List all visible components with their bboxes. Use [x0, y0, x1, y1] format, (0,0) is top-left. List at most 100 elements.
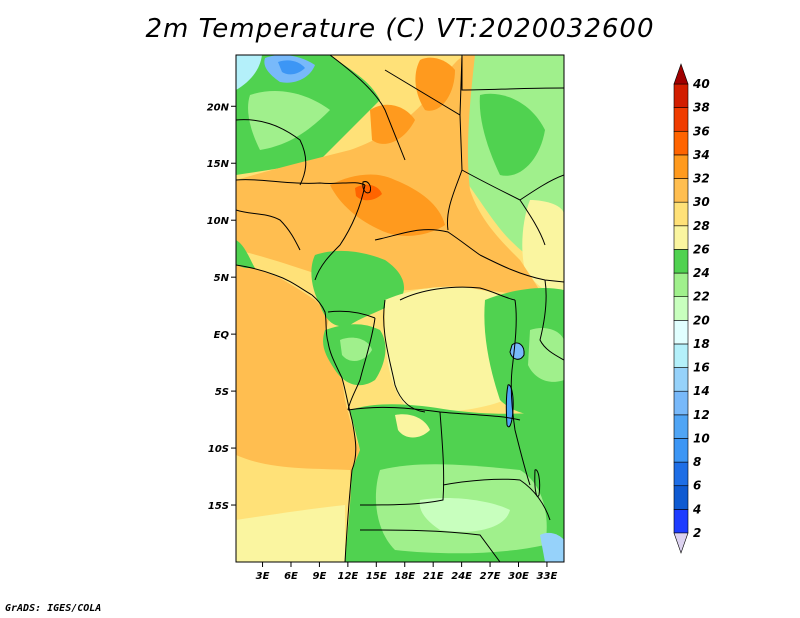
colorbar-label: 4 [692, 502, 701, 516]
lat-label: 15N [207, 159, 230, 170]
border-east-lakes [510, 299, 531, 486]
colorbar-box [673, 296, 689, 321]
latitude-axis: 20N 15N 10N 5N EQ 5S 10S 15S [207, 102, 236, 512]
lon-label: 21E [423, 571, 444, 582]
colorbar-label: 28 [693, 219, 710, 233]
congo-basin [385, 286, 516, 412]
lat-label: 10S [208, 444, 229, 455]
colorbar-label: 10 [693, 431, 710, 445]
east-deep-green [479, 93, 545, 176]
lat-label: 15S [208, 501, 229, 512]
colorbar-label: 2 [693, 526, 701, 540]
lon-label: 33E [537, 571, 558, 582]
colorbar-label: 32 [693, 172, 710, 186]
colorbar-box [673, 390, 689, 416]
border-mali-niger [236, 119, 307, 186]
east-yellow [522, 200, 564, 300]
colorbar-under-triangle [673, 532, 689, 554]
north-warm [370, 104, 415, 144]
lon-label: 12E [337, 571, 358, 582]
colorbar-box [673, 320, 689, 345]
colorbar-over-triangle [673, 63, 689, 85]
colorbar-label: 30 [693, 195, 710, 209]
colorbar-box [673, 154, 689, 179]
border-angola-east [359, 411, 445, 506]
map-frame [235, 54, 565, 563]
colorbar-label: 36 [693, 124, 710, 138]
ocean-far-south [236, 505, 345, 562]
border-angola-north [347, 406, 521, 421]
colorbar-label: 40 [692, 77, 710, 91]
colorbar-box [673, 509, 689, 534]
colorbar-box [673, 201, 689, 227]
lon-label: 9E [313, 571, 327, 582]
colorbar-label: 20 [693, 313, 710, 327]
north-hot [415, 57, 455, 111]
lon-label: 24E [451, 571, 472, 582]
cold-spot-core [278, 60, 305, 75]
lat-label: 10N [207, 216, 230, 227]
country-borders [236, 55, 564, 562]
lon-label: 3E [256, 571, 270, 582]
colorbar-label: 22 [693, 290, 710, 304]
colorbar-box [673, 249, 689, 274]
colorbar-label: 6 [693, 479, 701, 493]
lake-victoria-outline [509, 342, 525, 360]
longitude-axis: 3E 6E 9E 12E 15E 18E 21E 24E 27E 30E 33E [256, 562, 558, 582]
lake-chad-outline [362, 181, 371, 194]
lon-label: 18E [394, 571, 415, 582]
lakes-light [528, 328, 564, 382]
colorbar-box [673, 178, 689, 203]
gabon-light [340, 337, 372, 362]
colorbar-box [673, 107, 689, 132]
border-sudan-ethiopia [461, 169, 546, 246]
lon-label: 30E [508, 571, 529, 582]
border-drc-west [383, 299, 426, 413]
lake-outlines [362, 181, 541, 497]
colorbar-label: 16 [693, 361, 710, 375]
coast-green [236, 240, 255, 268]
border-congo [347, 317, 376, 411]
lat-label: 20N [207, 102, 230, 113]
colorbar-label: 12 [693, 408, 710, 422]
colorbar-box [673, 343, 689, 368]
colorbar-box [673, 438, 689, 463]
colorbar-box [673, 461, 689, 487]
border-car-drc [399, 286, 516, 301]
border-kenya [539, 279, 564, 361]
colorbar-label: 38 [693, 101, 710, 115]
border-southsudan [479, 254, 564, 283]
border-mali-burkina [236, 209, 301, 251]
colorbar-box [673, 83, 689, 108]
southeast-blue [540, 532, 564, 562]
border-namibia [359, 529, 501, 562]
colorbar-box [673, 485, 689, 510]
colorbar-label: 24 [693, 266, 710, 280]
lon-label: 27E [480, 571, 501, 582]
angola-coast-yellow [395, 414, 430, 438]
sahara-light-green [248, 90, 330, 150]
colorbar-box [673, 272, 689, 297]
lon-label: 6E [284, 571, 298, 582]
map-title: 2m Temperature (C) VT:2020032600 [145, 14, 655, 44]
border-algeria-niger [329, 55, 406, 161]
colorbar-box [673, 367, 689, 392]
grads-credit: GrADS: IGES/COLA [5, 603, 102, 614]
border-niger-nigeria [236, 179, 366, 186]
border-nigeria-cameroon [314, 184, 366, 281]
colorbar-label: 34 [693, 148, 710, 162]
sahel-warm [236, 55, 545, 300]
lon-label: 15E [366, 571, 387, 582]
south-pale [419, 498, 510, 532]
cameroon-green [311, 250, 405, 327]
lake-tanganyika-outline [505, 384, 514, 428]
colorbar-label: 8 [693, 455, 701, 469]
cool-corner [236, 55, 262, 90]
lat-label: 5N [214, 273, 230, 284]
border-zambia [442, 478, 551, 521]
lat-label: EQ [214, 330, 230, 341]
colorbar-box [673, 225, 689, 250]
lake-malawi-outline [534, 469, 541, 497]
